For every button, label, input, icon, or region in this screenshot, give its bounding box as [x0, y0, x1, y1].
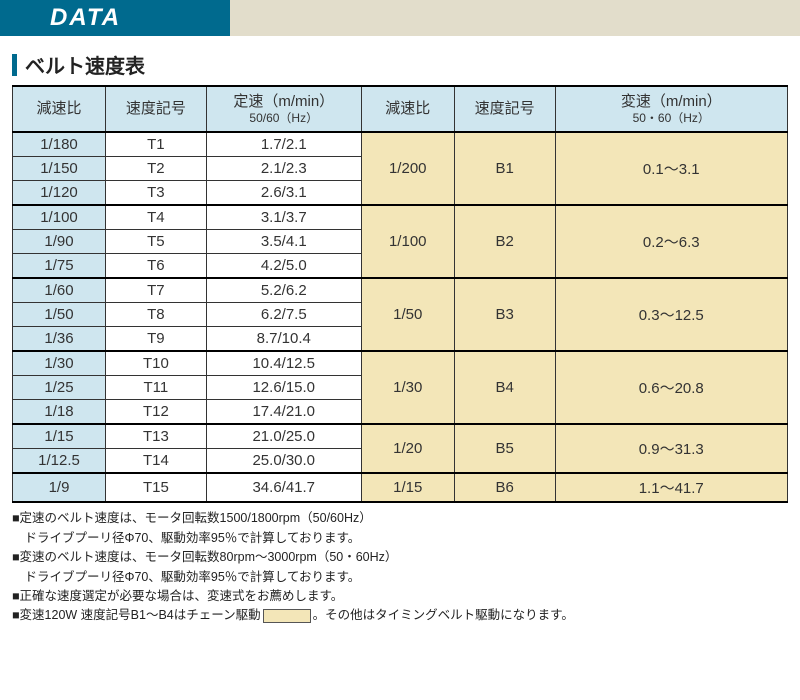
cell-var-ratio: 1/100 — [361, 205, 454, 278]
cell-fixed-speed: 12.6/15.0 — [206, 376, 361, 400]
cell-ratio: 1/120 — [13, 181, 106, 206]
table-row: 1/60T75.2/6.21/50B30.3～12.5 — [13, 278, 788, 303]
cell-var-code: B5 — [454, 424, 555, 473]
cell-var-speed: 0.6～20.8 — [555, 351, 788, 424]
cell-fixed-speed: 17.4/21.0 — [206, 400, 361, 425]
cell-fixed-speed: 2.6/3.1 — [206, 181, 361, 206]
cell-speed-code: T6 — [106, 254, 207, 279]
cell-var-ratio: 1/50 — [361, 278, 454, 351]
cell-ratio: 1/18 — [13, 400, 106, 425]
cell-speed-code: T2 — [106, 157, 207, 181]
cell-ratio: 1/100 — [13, 205, 106, 230]
cell-var-speed: 0.1～3.1 — [555, 132, 788, 205]
cell-var-ratio: 1/15 — [361, 473, 454, 502]
cell-var-ratio: 1/200 — [361, 132, 454, 205]
cell-speed-code: T10 — [106, 351, 207, 376]
cell-ratio: 1/12.5 — [13, 449, 106, 474]
cell-fixed-speed: 25.0/30.0 — [206, 449, 361, 474]
cell-fixed-speed: 6.2/7.5 — [206, 303, 361, 327]
cell-var-speed: 0.3～12.5 — [555, 278, 788, 351]
cell-ratio: 1/25 — [13, 376, 106, 400]
cell-fixed-speed: 21.0/25.0 — [206, 424, 361, 449]
note-1b: ドライブプーリ径Φ70、駆動効率95％で計算しております。 — [12, 529, 788, 548]
cell-fixed-speed: 1.7/2.1 — [206, 132, 361, 157]
cell-speed-code: T4 — [106, 205, 207, 230]
table-row: 1/180T11.7/2.11/200B10.1～3.1 — [13, 132, 788, 157]
data-banner: DATA — [0, 0, 800, 36]
cell-ratio: 1/9 — [13, 473, 106, 502]
table-row: 1/9T1534.6/41.71/15B61.1～41.7 — [13, 473, 788, 502]
banner-label: DATA — [0, 0, 230, 36]
note-3: ■正確な速度選定が必要な場合は、変速式をお薦めします。 — [12, 587, 788, 606]
cell-speed-code: T7 — [106, 278, 207, 303]
cell-var-code: B3 — [454, 278, 555, 351]
header-code-2: 速度記号 — [454, 86, 555, 132]
cell-ratio: 1/90 — [13, 230, 106, 254]
cell-fixed-speed: 5.2/6.2 — [206, 278, 361, 303]
cell-var-speed: 0.2～6.3 — [555, 205, 788, 278]
cell-ratio: 1/180 — [13, 132, 106, 157]
table-row: 1/30T1010.4/12.51/30B40.6～20.8 — [13, 351, 788, 376]
table-header-row: 減速比 速度記号 定速（m/min） 50/60（Hz） 減速比 速度記号 変速… — [13, 86, 788, 132]
header-code-1: 速度記号 — [106, 86, 207, 132]
banner-spacer — [230, 0, 800, 36]
cell-fixed-speed: 4.2/5.0 — [206, 254, 361, 279]
cell-ratio: 1/150 — [13, 157, 106, 181]
cell-var-code: B6 — [454, 473, 555, 502]
cell-var-code: B2 — [454, 205, 555, 278]
cell-speed-code: T13 — [106, 424, 207, 449]
chain-drive-swatch — [263, 609, 311, 623]
cell-var-speed: 0.9～31.3 — [555, 424, 788, 473]
note-2b: ドライブプーリ径Φ70、駆動効率95％で計算しております。 — [12, 568, 788, 587]
cell-fixed-speed: 2.1/2.3 — [206, 157, 361, 181]
note-2a: ■変速のベルト速度は、モータ回転数80rpm～3000rpm（50・60Hz） — [12, 548, 788, 567]
cell-speed-code: T3 — [106, 181, 207, 206]
header-ratio-2: 減速比 — [361, 86, 454, 132]
cell-speed-code: T14 — [106, 449, 207, 474]
cell-speed-code: T8 — [106, 303, 207, 327]
cell-ratio: 1/15 — [13, 424, 106, 449]
cell-fixed-speed: 10.4/12.5 — [206, 351, 361, 376]
cell-var-code: B1 — [454, 132, 555, 205]
cell-ratio: 1/30 — [13, 351, 106, 376]
belt-speed-table: 減速比 速度記号 定速（m/min） 50/60（Hz） 減速比 速度記号 変速… — [12, 85, 788, 503]
footnotes: ■定速のベルト速度は、モータ回転数1500/1800rpm（50/60Hz） ド… — [12, 509, 788, 625]
cell-speed-code: T5 — [106, 230, 207, 254]
note-1a: ■定速のベルト速度は、モータ回転数1500/1800rpm（50/60Hz） — [12, 509, 788, 528]
cell-fixed-speed: 3.5/4.1 — [206, 230, 361, 254]
note-4a: ■変速120W 速度記号B1～B4はチェーン駆動 — [12, 606, 261, 625]
cell-ratio: 1/36 — [13, 327, 106, 352]
cell-fixed-speed: 3.1/3.7 — [206, 205, 361, 230]
cell-speed-code: T9 — [106, 327, 207, 352]
note-4b: 。その他はタイミングベルト駆動になります。 — [313, 606, 574, 625]
cell-speed-code: T15 — [106, 473, 207, 502]
note-4: ■変速120W 速度記号B1～B4はチェーン駆動 。その他はタイミングベルト駆動… — [12, 606, 788, 625]
cell-var-ratio: 1/30 — [361, 351, 454, 424]
header-fixed-speed: 定速（m/min） 50/60（Hz） — [206, 86, 361, 132]
cell-ratio: 1/75 — [13, 254, 106, 279]
cell-var-speed: 1.1～41.7 — [555, 473, 788, 502]
header-ratio-1: 減速比 — [13, 86, 106, 132]
table-row: 1/15T1321.0/25.01/20B50.9～31.3 — [13, 424, 788, 449]
cell-speed-code: T1 — [106, 132, 207, 157]
cell-speed-code: T11 — [106, 376, 207, 400]
cell-var-code: B4 — [454, 351, 555, 424]
table-row: 1/100T43.1/3.71/100B20.2～6.3 — [13, 205, 788, 230]
title-accent-bar — [12, 54, 17, 76]
cell-fixed-speed: 8.7/10.4 — [206, 327, 361, 352]
section-title-text: ベルト速度表 — [25, 50, 145, 79]
header-variable-speed: 変速（m/min） 50・60（Hz） — [555, 86, 788, 132]
cell-ratio: 1/50 — [13, 303, 106, 327]
cell-fixed-speed: 34.6/41.7 — [206, 473, 361, 502]
cell-ratio: 1/60 — [13, 278, 106, 303]
section-title: ベルト速度表 — [12, 50, 788, 85]
cell-var-ratio: 1/20 — [361, 424, 454, 473]
cell-speed-code: T12 — [106, 400, 207, 425]
